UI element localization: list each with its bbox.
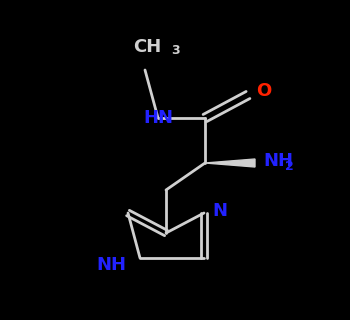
Text: O: O	[256, 82, 271, 100]
Polygon shape	[205, 159, 255, 167]
Text: 2: 2	[285, 159, 294, 172]
Text: NH: NH	[263, 152, 293, 170]
Text: N: N	[212, 202, 227, 220]
Text: CH: CH	[133, 38, 161, 56]
Text: HN: HN	[143, 109, 173, 127]
Text: NH: NH	[96, 256, 126, 274]
Text: 3: 3	[171, 44, 180, 57]
